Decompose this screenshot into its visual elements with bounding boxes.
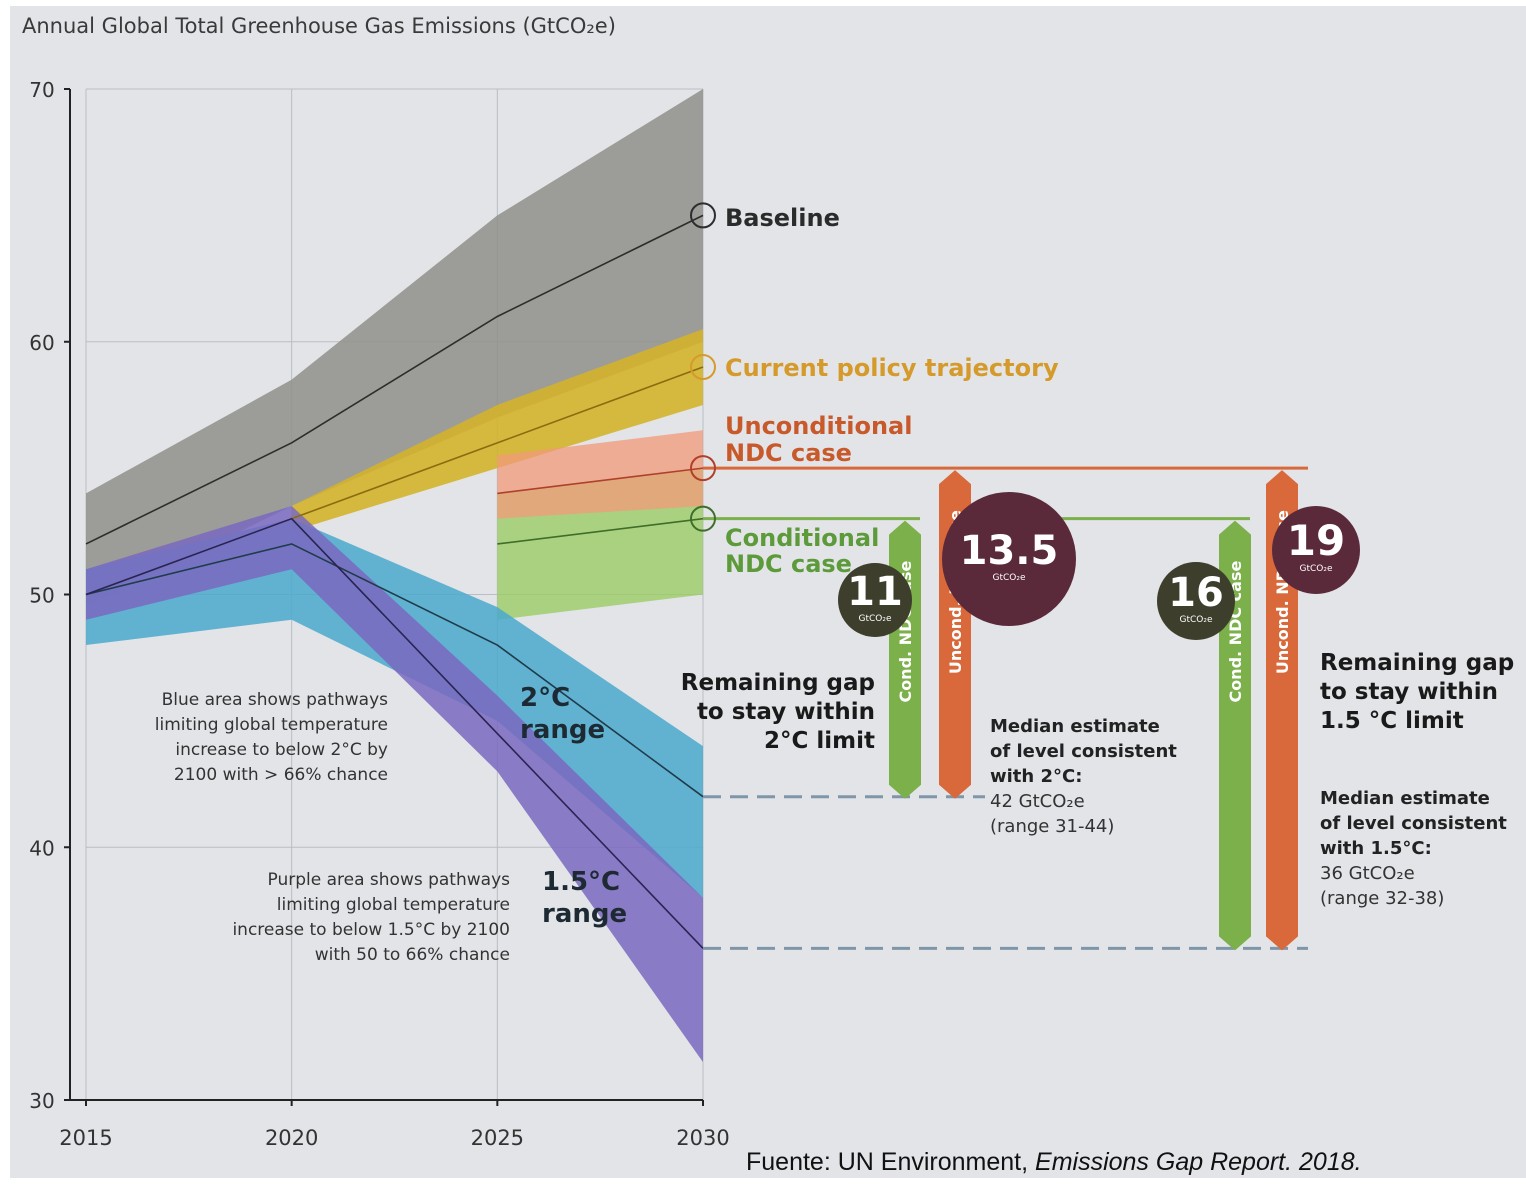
- median-15c-value-line: (range 32-38): [1320, 888, 1444, 909]
- x-tick-label: 2020: [265, 1126, 318, 1150]
- gap-15c-title-line: 1.5 °C limit: [1320, 708, 1464, 734]
- band-2-c-range: [86, 518, 703, 898]
- band-unconditional-ndc-case: [497, 430, 703, 519]
- x-tick-label: 2030: [676, 1126, 729, 1150]
- band-1-5-c-range: [86, 506, 703, 1063]
- gap-badge-11: [838, 563, 912, 637]
- baseline-marker: [690, 202, 716, 229]
- source-prefix: Fuente: UN Environment,: [746, 1148, 1036, 1176]
- uncond-marker: [690, 455, 716, 482]
- blue-note-line: Blue area shows pathways: [162, 690, 389, 710]
- gap-2c-title-line: to stay within: [697, 699, 875, 725]
- chart-title: Annual Global Total Greenhouse Gas Emiss…: [22, 14, 616, 38]
- x-tick-label: 2015: [59, 1126, 112, 1150]
- range-2c-label-line2: range: [520, 715, 605, 745]
- median-15c-line: Median estimate: [1320, 788, 1490, 809]
- gap-badge-16: [1157, 562, 1235, 640]
- median-15c-line: of level consistent: [1320, 813, 1507, 834]
- range-15c-label-line2: range: [542, 899, 627, 929]
- cond-label-line1: Conditional: [725, 524, 879, 552]
- median-15c-line: with 1.5°C:: [1320, 838, 1432, 859]
- median-line-conditional-ndc-case: [497, 517, 704, 545]
- range-15c-label-line1: 1.5°C: [542, 867, 620, 897]
- purple-note-line: Purple area shows pathways: [268, 870, 511, 890]
- current-policy-label: Current policy trajectory: [725, 354, 1059, 382]
- median-line-current-policy-trajectory: [291, 366, 704, 520]
- cond-label-line2: NDC case: [725, 550, 852, 578]
- x-tick-label: 2025: [471, 1126, 524, 1150]
- median-line-1-5-c-range: [85, 517, 704, 949]
- gap-2c-title-line: 2°C limit: [764, 728, 875, 754]
- gap-badge-16-unit: GtCO₂e: [1179, 615, 1212, 625]
- gap-badge-13-5-unit: GtCO₂e: [992, 573, 1025, 583]
- median-2c-value-line: 42 GtCO₂e: [990, 791, 1085, 812]
- purple-note-line: increase to below 1.5°C by 2100: [232, 920, 510, 940]
- blue-note-line: limiting global temperature: [155, 715, 388, 735]
- gap-badge-16-value: 16: [1168, 570, 1224, 616]
- cond-marker: [690, 505, 716, 532]
- gap-badge-19: [1272, 506, 1360, 594]
- source-title: Emissions Gap Report. 2018.: [1035, 1148, 1362, 1176]
- gap-badge-13-5: [942, 492, 1076, 626]
- band-baseline: [86, 89, 703, 608]
- median-2c-line: of level consistent: [990, 741, 1177, 762]
- y-tick-label: 60: [29, 331, 54, 355]
- blue-note-line: 2100 with > 66% chance: [174, 765, 388, 785]
- median-line-2-c-range: [85, 543, 704, 798]
- gap-badge-11-unit: GtCO₂e: [858, 614, 891, 624]
- purple-note-line: limiting global temperature: [277, 895, 510, 915]
- median-2c-line: Median estimate: [990, 716, 1160, 737]
- gap-badge-19-unit: GtCO₂e: [1299, 564, 1332, 574]
- uncond-label-line2: NDC case: [725, 439, 852, 467]
- median-line-baseline: [85, 214, 704, 545]
- median-2c-value-line: (range 31-44): [990, 816, 1114, 837]
- y-tick-label: 30: [29, 1089, 54, 1113]
- y-tick-label: 70: [29, 78, 54, 102]
- blue-note-line: increase to below 2°C by: [175, 740, 388, 760]
- cond-gap-bar-15c: [1219, 520, 1251, 951]
- current-policy-marker: [690, 354, 716, 381]
- baseline-label: Baseline: [725, 204, 840, 232]
- y-tick-label: 50: [29, 584, 54, 608]
- gap-badge-11-value: 11: [847, 569, 903, 615]
- gap-15c-title-line: to stay within: [1320, 679, 1498, 705]
- uncond-gap-bar-15c: [1266, 470, 1298, 951]
- median-2c-line: with 2°C:: [990, 766, 1082, 787]
- y-tick-label: 40: [29, 836, 54, 860]
- median-line-unconditional-ndc-case: [497, 467, 704, 495]
- source-citation: Fuente: UN Environment, Emissions Gap Re…: [746, 1148, 1362, 1177]
- uncond-label-line1: Unconditional: [725, 412, 912, 440]
- range-2c-label-line1: 2°C: [520, 683, 570, 713]
- gap-15c-title-line: Remaining gap: [1320, 650, 1514, 676]
- purple-note-line: with 50 to 66% chance: [315, 945, 510, 965]
- gap-badge-19-value: 19: [1287, 516, 1345, 565]
- median-15c-value-line: 36 GtCO₂e: [1320, 863, 1415, 884]
- gap-2c-title-line: Remaining gap: [681, 670, 875, 696]
- gap-badge-13-5-value: 13.5: [960, 528, 1059, 574]
